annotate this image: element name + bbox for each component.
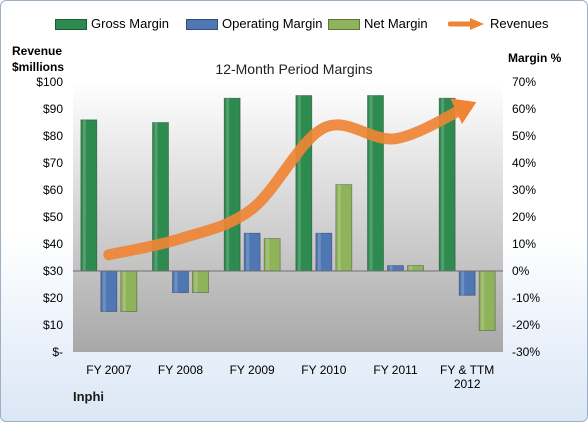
right-axis-ticks: -30% -20% -10% 0% 10% 20% 30% 40% 50% 60% 70%	[512, 75, 540, 359]
legend-swatch-net-margin	[328, 19, 360, 30]
left-axis-tick-label: $100	[36, 75, 63, 89]
left-axis-title: Revenue $millions	[12, 43, 72, 75]
bar-highlight-gross-margin	[441, 98, 445, 271]
left-axis-tick-label: $-	[52, 345, 63, 359]
left-axis-tick-label: $60	[43, 183, 63, 197]
revenue-line	[103, 100, 473, 261]
right-axis-tick-label: 20%	[512, 210, 536, 224]
left-axis-tick-label: $40	[43, 237, 63, 251]
left-axis-tick-label: $50	[43, 210, 63, 224]
bar-highlight-gross-margin	[82, 119, 86, 271]
left-axis-title-line2: $millions	[12, 60, 65, 74]
right-axis-tick-label: 30%	[512, 183, 536, 197]
x-axis-category-label: FY 2010	[301, 363, 346, 377]
bar-highlight-net-margin	[481, 271, 485, 331]
bar-highlight-net-margin	[194, 271, 198, 293]
bar-highlight-operating-margin	[246, 233, 250, 271]
legend-label-gross-margin: Gross Margin	[91, 16, 170, 31]
right-axis-tick-label: -30%	[512, 345, 540, 359]
bar-highlight-gross-margin	[154, 122, 158, 271]
x-axis-category-label: FY 2007	[86, 363, 131, 377]
legend-label-operating-margin: Operating Margin	[222, 16, 323, 31]
right-axis-tick-label: 40%	[512, 156, 536, 170]
bar-highlight-net-margin	[122, 271, 126, 312]
bar-highlight-operating-margin	[317, 233, 321, 271]
company-label: Inphi	[73, 389, 105, 404]
revenue-line-group	[103, 98, 477, 261]
bar-highlight-gross-margin	[369, 95, 373, 271]
x-axis-category-label: FY & TTM	[440, 363, 494, 377]
revenue-arrowhead	[450, 98, 477, 125]
bar-highlight-gross-margin	[226, 98, 230, 271]
bar-highlight-net-margin	[337, 184, 341, 271]
left-axis-tick-label: $80	[43, 129, 63, 143]
right-axis-tick-label: -10%	[512, 291, 540, 305]
right-axis-tick-label: 60%	[512, 102, 536, 116]
left-axis-tick-label: $10	[43, 318, 63, 332]
left-axis-tick-label: $90	[43, 102, 63, 116]
legend-arrow-icon	[448, 18, 484, 30]
bar-highlight-operating-margin	[174, 271, 178, 293]
right-axis-tick-label: 50%	[512, 129, 536, 143]
left-axis-ticks: $- $10 $20 $30 $40 $50 $60 $70 $80 $90 $100	[36, 75, 63, 359]
x-axis-category-label: 2012	[454, 377, 481, 391]
bar-highlight-operating-margin	[389, 265, 393, 271]
left-axis-tick-label: $70	[43, 156, 63, 170]
bar-highlight-net-margin	[409, 265, 413, 271]
x-axis-category-label: FY 2008	[158, 363, 203, 377]
right-axis-title: Margin %	[508, 51, 562, 65]
bar-highlight-operating-margin	[102, 271, 106, 312]
x-axis-category-label: FY 2009	[230, 363, 275, 377]
right-axis-tick-label: 0%	[512, 264, 530, 278]
x-axis-category-label: FY 2011	[373, 363, 418, 377]
left-axis-title-line1: Revenue	[12, 44, 63, 58]
left-axis-tick-label: $30	[43, 264, 63, 278]
x-axis-categories: FY 2007 FY 2008 FY 2009 FY 2010 FY 2011 FY & …	[86, 363, 494, 391]
bar-highlight-gross-margin	[297, 95, 301, 271]
bar-highlight-net-margin	[266, 238, 270, 271]
right-axis-tick-label: 70%	[512, 75, 536, 89]
left-axis-tick-label: $20	[43, 291, 63, 305]
legend-label-net-margin: Net Margin	[364, 16, 428, 31]
bar-highlight-operating-margin	[461, 271, 465, 296]
legend-label-revenues: Revenues	[490, 16, 549, 31]
right-axis-tick-label: -20%	[512, 318, 540, 332]
legend-swatch-gross-margin	[55, 19, 87, 30]
right-axis-tick-label: 10%	[512, 237, 536, 251]
legend-swatch-operating-margin	[186, 19, 218, 30]
